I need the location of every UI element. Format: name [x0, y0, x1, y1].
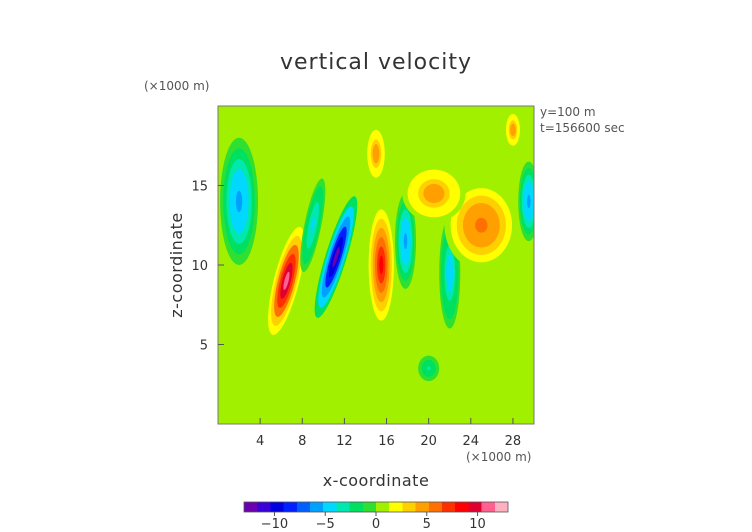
contour-feature	[518, 161, 534, 242]
contour-level	[475, 217, 488, 233]
x-axis-label: x-coordinate	[323, 471, 430, 490]
x-tick-label: 20	[420, 434, 437, 449]
x-tick-label: 16	[378, 434, 395, 449]
heatmap-field	[218, 106, 534, 424]
contour-feature	[418, 355, 440, 382]
colorbar-ticks: −10 −5 0 5 10	[261, 512, 486, 532]
heatmap-features	[220, 110, 534, 382]
annotation-y: y=100 m	[540, 105, 596, 119]
contour-feature	[314, 196, 358, 318]
contour-feature	[402, 164, 466, 223]
y-tick-label: 10	[191, 259, 208, 274]
colorbar	[243, 501, 509, 513]
x-tick-label: 4	[256, 434, 264, 449]
contour-level	[235, 190, 243, 212]
contour-level	[379, 255, 384, 275]
x-tick-label: 28	[505, 434, 522, 449]
contour-feature	[365, 125, 387, 183]
contour-level	[374, 148, 378, 159]
contour-level	[511, 126, 515, 134]
y-axis-label: z-coordinate	[167, 212, 186, 318]
colorbar-tick-label: 5	[423, 517, 431, 532]
contour-level	[332, 246, 340, 268]
colorbar-tick-label: −10	[261, 517, 288, 532]
colorbar-tick-label: −5	[316, 517, 335, 532]
contour-level	[310, 217, 315, 234]
contour-feature	[268, 226, 305, 335]
y-unit-label: (×1000 m)	[144, 79, 209, 93]
contour-feature	[220, 137, 259, 265]
x-unit-label: (×1000 m)	[466, 450, 531, 464]
contour-level	[447, 263, 452, 283]
colorbar-tick-label: 0	[372, 517, 380, 532]
y-axis: 5 10 15	[191, 180, 224, 354]
x-tick-label: 12	[336, 434, 353, 449]
x-tick-label: 8	[298, 434, 306, 449]
x-axis: 4 8 12 16 20 24 28	[256, 418, 521, 449]
contour-level	[403, 233, 408, 250]
y-tick-label: 5	[200, 339, 208, 354]
contour-feature	[394, 193, 417, 289]
contour-feature	[300, 178, 326, 273]
contour-feature	[504, 110, 522, 149]
chart-title: vertical velocity	[280, 50, 472, 75]
contour-level	[426, 366, 431, 371]
colorbar-tick-label: 10	[469, 517, 486, 532]
x-tick-label: 24	[463, 434, 480, 449]
y-tick-label: 15	[191, 180, 208, 195]
contour-level	[526, 194, 531, 209]
contour-level	[428, 188, 440, 199]
contour-level	[283, 271, 290, 290]
contour-feature	[368, 209, 394, 321]
annotation-time: t=156600 sec	[540, 121, 625, 135]
